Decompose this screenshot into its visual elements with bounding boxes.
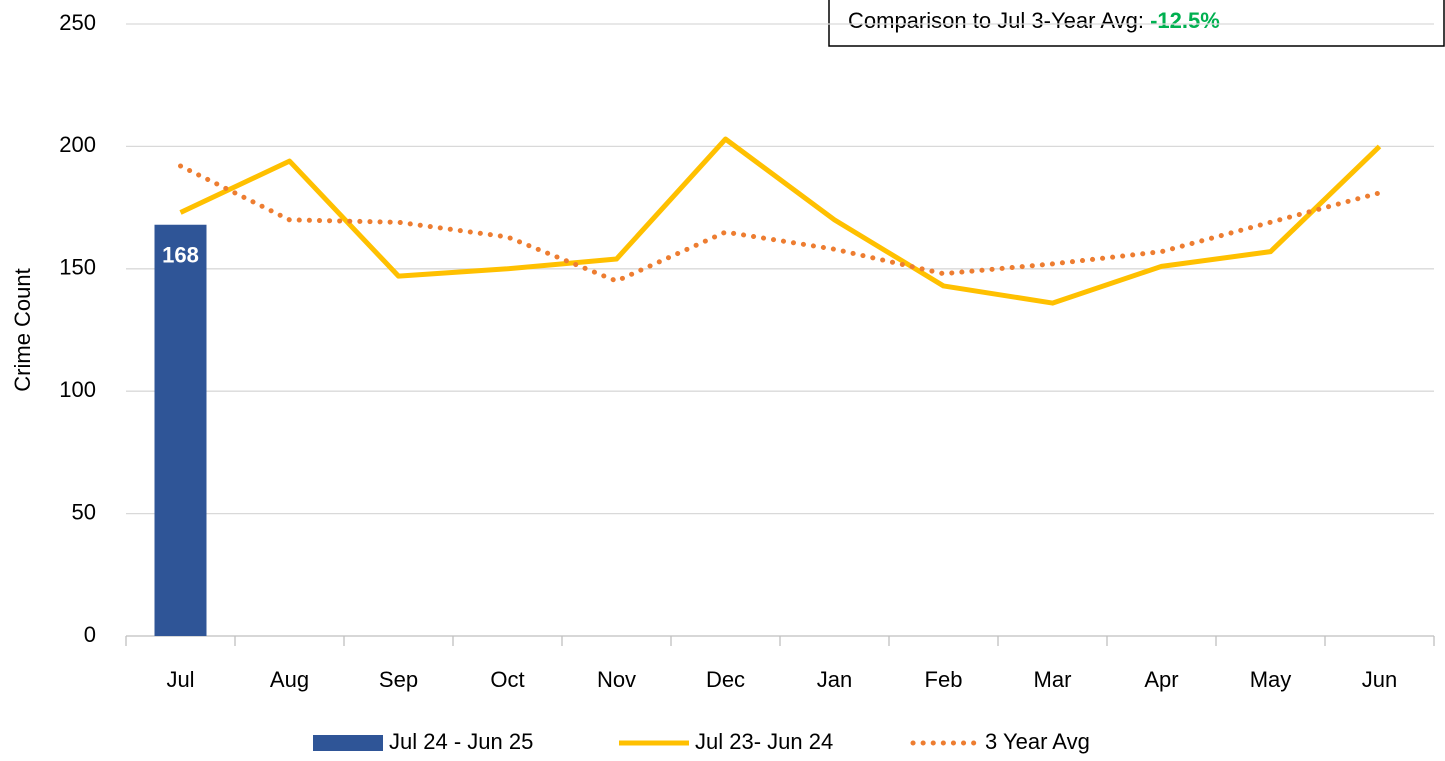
- x-tick-label: Jun: [1362, 667, 1397, 692]
- x-tick-label: Nov: [597, 667, 636, 692]
- annotation-value: -12.5%: [1150, 8, 1220, 33]
- y-tick-label: 0: [84, 622, 96, 647]
- annotation-box: [828, 0, 1445, 47]
- y-tick-label: 150: [59, 255, 96, 280]
- x-tick-label: Apr: [1144, 667, 1178, 692]
- x-tick-label: Aug: [270, 667, 309, 692]
- x-tick-label: Mar: [1034, 667, 1072, 692]
- dotted-line: [178, 163, 1382, 284]
- x-tick-label: Jan: [817, 667, 852, 692]
- legend-label: Jul 24 - Jun 25: [389, 729, 533, 754]
- x-tick-label: Dec: [706, 667, 745, 692]
- line: [179, 136, 1382, 306]
- y-tick-label: 50: [72, 499, 96, 524]
- legend-label: Jul 23- Jun 24: [695, 729, 833, 754]
- y-axis-label: Crime Count: [10, 268, 35, 391]
- legend-swatch: [313, 735, 383, 751]
- annotation-text: Comparison to Jul 3-Year Avg:: [848, 8, 1144, 33]
- y-tick-label: 200: [59, 132, 96, 157]
- y-tick-label: 100: [59, 377, 96, 402]
- annotation: Comparison to Jul 3-Year Avg: -12.5%: [848, 8, 1220, 33]
- x-tick-label: Sep: [379, 667, 418, 692]
- x-tick-label: Feb: [925, 667, 963, 692]
- bar-value-label: 168: [162, 243, 199, 268]
- x-tick-label: May: [1250, 667, 1292, 692]
- x-tick-label: Oct: [490, 667, 524, 692]
- y-tick-label: 250: [59, 10, 96, 35]
- x-tick-label: Jul: [166, 667, 194, 692]
- bar: [154, 224, 207, 636]
- legend-label: 3 Year Avg: [985, 729, 1090, 754]
